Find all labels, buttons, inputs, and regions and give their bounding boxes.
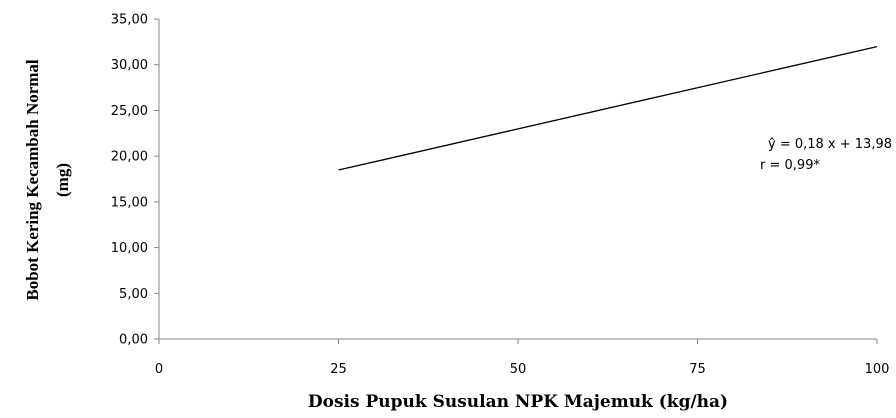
y-tick-label: 5,00 xyxy=(119,287,148,302)
x-tick-label: 75 xyxy=(689,362,706,377)
regression-line xyxy=(338,45,878,171)
y-tick-label: 20,00 xyxy=(111,150,148,165)
regression-equation: ŷ = 0,18 x + 13,98 xyxy=(768,137,892,152)
axes xyxy=(154,18,878,344)
y-tick-label: 0,00 xyxy=(119,333,148,348)
x-tick-label: 100 xyxy=(865,362,890,377)
tick-labels: 0,00 5,00 10,00 15,00 20,00 25,00 30,00 35,00 0 2… xyxy=(111,13,890,378)
x-tick-label: 25 xyxy=(330,362,347,377)
y-axis-title-line-1: Bobot Kering Kecambah Normal xyxy=(23,59,42,301)
y-tick-label: 10,00 xyxy=(111,241,148,256)
correlation-coefficient: r = 0,99* xyxy=(760,158,820,173)
y-tick-label: 25,00 xyxy=(111,104,148,119)
x-tick-label: 50 xyxy=(510,362,527,377)
y-tick-label: 15,00 xyxy=(111,195,148,210)
y-tick-label: 35,00 xyxy=(111,13,148,28)
x-axis-title: Dosis Pupuk Susulan NPK Majemuk (kg/ha) xyxy=(308,392,728,412)
series xyxy=(338,45,878,171)
x-tick-label: 0 xyxy=(155,362,163,377)
y-tick-label: 30,00 xyxy=(111,58,148,73)
y-axis-title: Bobot Kering Kecambah Normal (mg) xyxy=(23,59,72,301)
y-axis-title-line-2: (mg) xyxy=(53,163,72,197)
